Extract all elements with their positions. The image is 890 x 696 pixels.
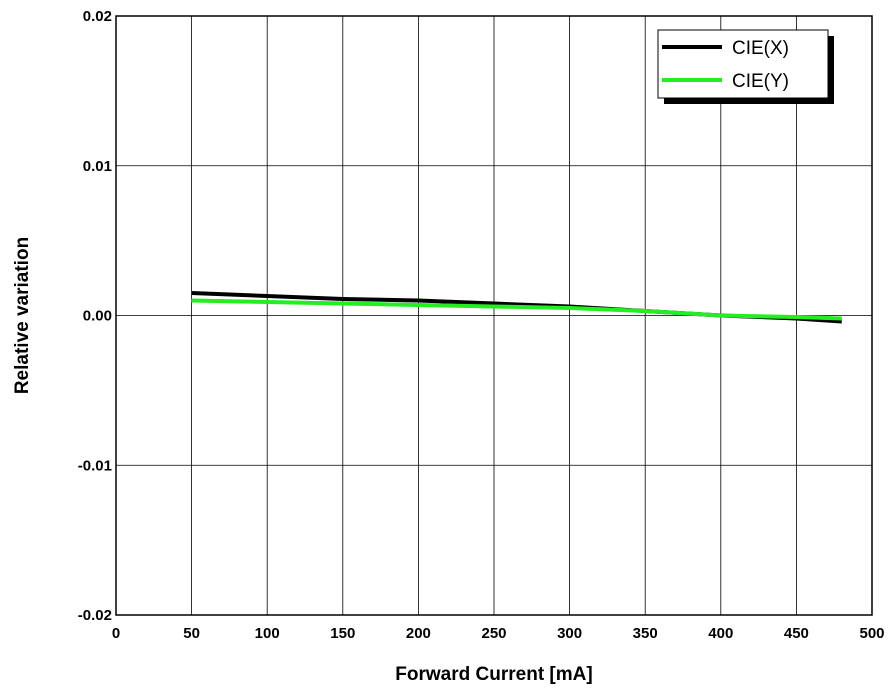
- y-axis-title: Relative variation: [12, 237, 33, 394]
- x-tick-label: 250: [481, 625, 506, 642]
- x-tick-label: 0: [112, 625, 120, 642]
- y-tick-label: 0.02: [83, 8, 112, 25]
- y-tick-label: 0.00: [83, 308, 112, 325]
- series-layer: [191, 291, 842, 324]
- y-tick-label: 0.01: [83, 158, 112, 175]
- x-tick-label: 500: [859, 625, 884, 642]
- x-axis-title: Forward Current [mA]: [395, 664, 592, 685]
- y-tick-label: -0.02: [78, 607, 112, 624]
- x-tick-label: 50: [183, 625, 200, 642]
- plot-frame: [115, 15, 873, 616]
- y-tick-labels: -0.02 -0.01 0.00 0.01 0.02: [78, 8, 112, 624]
- legend: CIE(X) CIE(Y): [657, 29, 834, 104]
- x-tick-label: 200: [406, 625, 431, 642]
- legend-label-cie-x: CIE(X): [732, 38, 789, 59]
- series-line-1: [191, 298, 842, 321]
- x-tick-label: 150: [330, 625, 355, 642]
- legend-box: [657, 29, 829, 99]
- y-tick-label: -0.01: [78, 457, 112, 474]
- x-tick-label: 450: [784, 625, 809, 642]
- x-tick-label: 300: [557, 625, 582, 642]
- x-tick-label: 400: [708, 625, 733, 642]
- x-tick-labels: 0 50 100 150 200 250 300 350 400 450 500: [112, 625, 885, 642]
- x-tick-label: 350: [633, 625, 658, 642]
- x-tick-label: 100: [255, 625, 280, 642]
- legend-label-cie-y: CIE(Y): [732, 71, 789, 92]
